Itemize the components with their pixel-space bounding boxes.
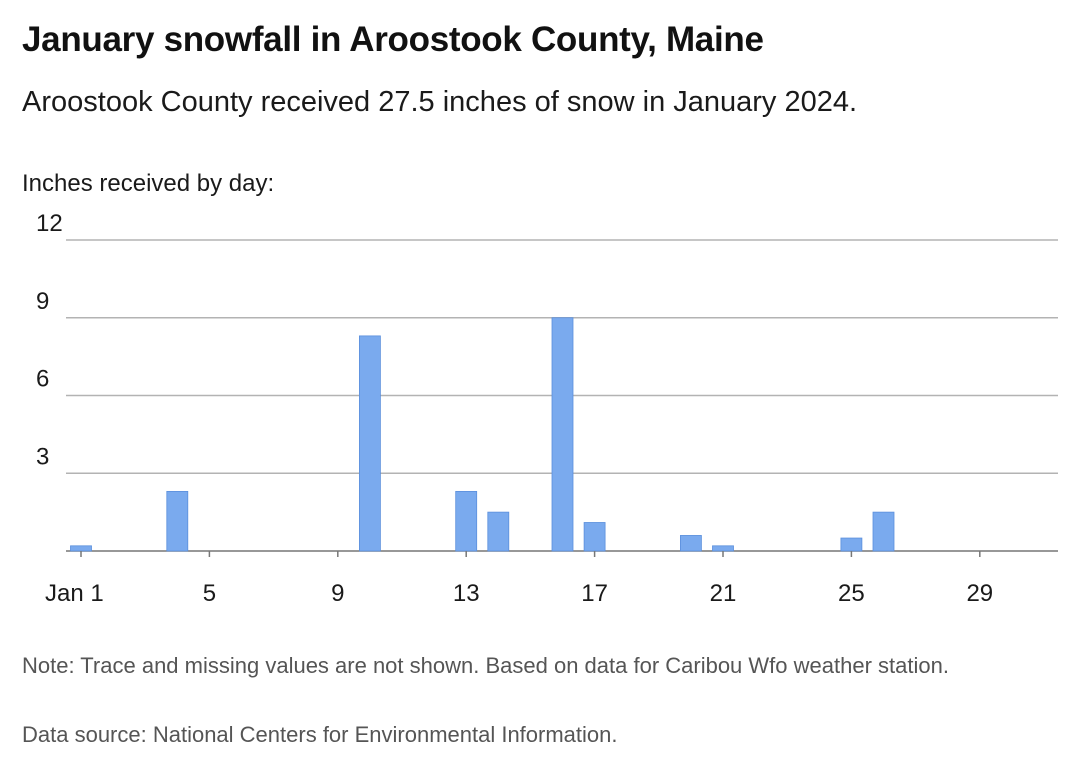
chart-title: January snowfall in Aroostook County, Ma… xyxy=(22,20,764,59)
bar-jan-20 xyxy=(680,535,702,552)
bar-jan-14 xyxy=(487,511,510,552)
bar-jan-13 xyxy=(455,490,478,552)
x-tick-label: 25 xyxy=(838,580,865,607)
y-tick-label: 9 xyxy=(36,288,49,315)
y-tick-labels: 3 6 9 12 xyxy=(36,210,63,470)
bar-jan-25 xyxy=(840,537,863,552)
bar-jan-16 xyxy=(551,317,574,552)
bar-jan-21 xyxy=(712,545,734,552)
y-tick-label: 12 xyxy=(36,210,63,237)
snowfall-bar-chart: 3 6 9 12 Jan 1 5 9 13 17 21 25 29 xyxy=(36,210,1058,607)
x-tick-label: 5 xyxy=(203,580,216,607)
footnote: Note: Trace and missing values are not s… xyxy=(22,653,949,678)
y-tick-label: 6 xyxy=(36,366,49,393)
y-tick-label: 3 xyxy=(36,443,49,470)
x-tick-label: 21 xyxy=(710,580,737,607)
bar-jan-4 xyxy=(166,490,189,552)
bar-jan-10 xyxy=(358,335,381,552)
x-tick-labels: Jan 1 5 9 13 17 21 25 29 xyxy=(45,551,993,607)
bars xyxy=(70,317,895,552)
bar-jan-17 xyxy=(583,522,606,552)
x-tick-label: Jan 1 xyxy=(45,580,104,607)
y-axis-label: Inches received by day: xyxy=(22,170,275,197)
x-tick-label: 9 xyxy=(331,580,344,607)
x-tick-label: 29 xyxy=(966,580,993,607)
bar-jan-1 xyxy=(70,545,92,552)
bar-jan-26 xyxy=(872,511,895,552)
x-tick-label: 17 xyxy=(581,580,608,607)
data-source: Data source: National Centers for Enviro… xyxy=(22,722,618,747)
x-tick-label: 13 xyxy=(453,580,480,607)
chart-subtitle: Aroostook County received 27.5 inches of… xyxy=(22,86,858,118)
